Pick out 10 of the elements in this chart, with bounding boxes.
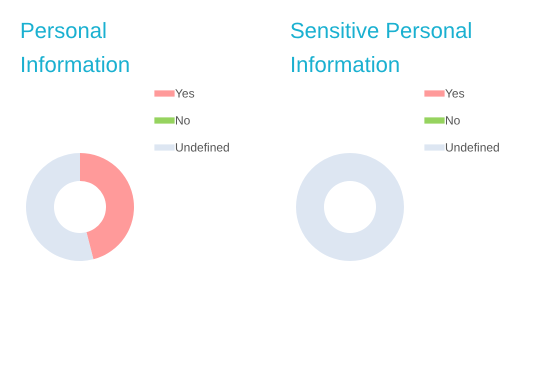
legend-label: Yes	[445, 86, 465, 100]
legend-label: Undefined	[445, 140, 500, 154]
donut-slice	[26, 153, 94, 261]
legend-label: Undefined	[175, 140, 230, 154]
legend-label: Yes	[175, 86, 195, 100]
legend-label: No	[445, 114, 461, 128]
legend-label: No	[175, 114, 191, 128]
donut-slice	[80, 153, 134, 260]
chart-title: Personal Information	[20, 18, 130, 77]
chart-title: Sensitive Personal Information	[290, 18, 472, 77]
